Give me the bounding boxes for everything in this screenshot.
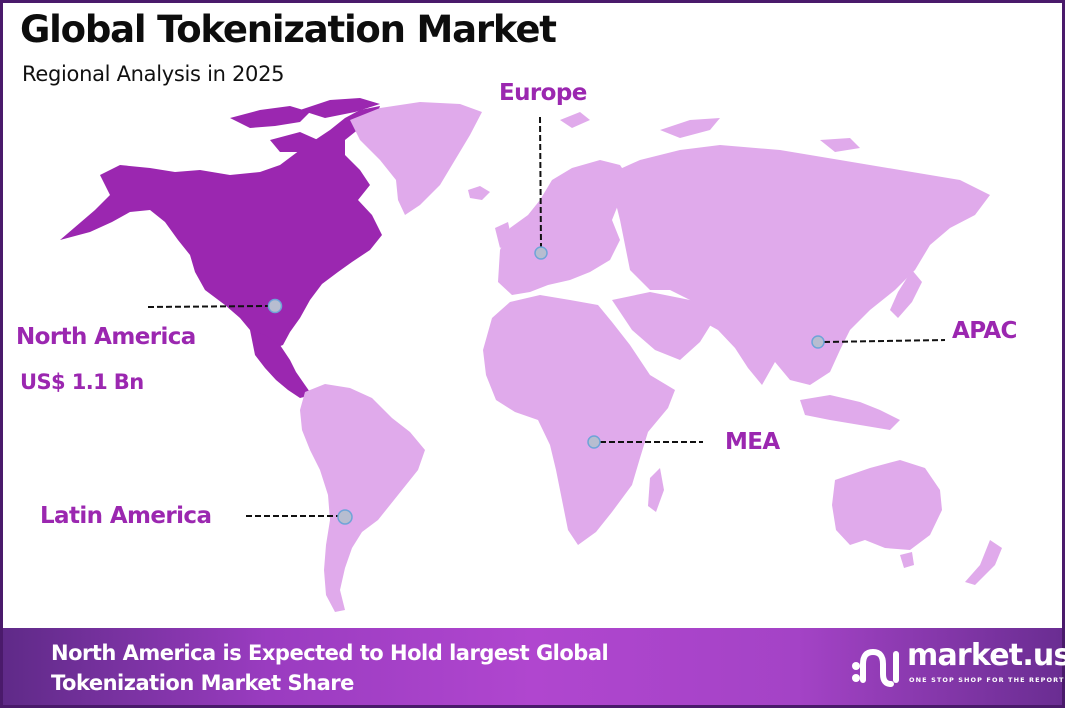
label-europe: Europe — [499, 80, 587, 106]
marker-mea — [587, 435, 601, 449]
marker-latin-america — [337, 509, 353, 525]
brand-logo[interactable]: market.us ONE STOP SHOP FOR THE REPORTS — [849, 638, 1065, 692]
region-europe[interactable] — [495, 112, 630, 295]
label-north-america: North America — [16, 324, 196, 350]
region-greenland — [350, 102, 490, 215]
value-north-america: US$ 1.1 Bn — [20, 370, 144, 394]
region-markers — [267, 246, 825, 525]
label-mea: MEA — [725, 429, 780, 455]
region-latin-america[interactable] — [300, 384, 425, 612]
brand-name: market.us — [907, 638, 1065, 673]
marker-north-america — [267, 298, 283, 314]
footer-message: North America is Expected to Hold larges… — [51, 641, 609, 695]
page-subtitle: Regional Analysis in 2025 — [22, 62, 285, 86]
market-us-logo-icon — [852, 648, 899, 687]
region-north-america[interactable] — [60, 98, 382, 398]
marker-apac — [811, 335, 825, 349]
label-latin-america: Latin America — [40, 503, 212, 529]
connector-lines — [147, 116, 946, 517]
label-apac: APAC — [952, 318, 1017, 344]
region-mea[interactable] — [483, 292, 715, 545]
footer-banner: North America is Expected to Hold larges… — [3, 628, 1065, 705]
region-apac[interactable] — [600, 118, 1002, 585]
page-title: Global Tokenization Market — [20, 8, 557, 51]
brand-tagline: ONE STOP SHOP FOR THE REPORTS — [909, 676, 1065, 684]
marker-europe — [534, 246, 548, 260]
